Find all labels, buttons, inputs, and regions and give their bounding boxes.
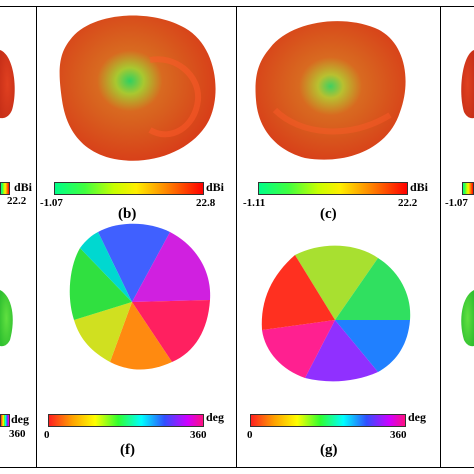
phase-max-a: 360 — [9, 428, 26, 440]
gain-unit-c: dBi — [410, 180, 429, 194]
phase-colorbar-f — [48, 414, 204, 427]
phase-colorbar-a — [0, 414, 10, 427]
gain-max-a: 22.2 — [7, 195, 27, 207]
gain-pattern-b — [59, 15, 216, 161]
phase-max-f: 360 — [190, 429, 207, 441]
phase-pattern-d — [461, 290, 474, 347]
subfig-label-f: (f) — [120, 442, 135, 458]
gain-min-d: -1.07 — [445, 197, 468, 209]
gain-colorbar-b — [54, 182, 204, 195]
phase-pattern-g — [261, 245, 411, 382]
gain-min-c: -1.11 — [243, 197, 266, 209]
phase-unit-g: deg — [408, 410, 426, 424]
gain-pattern-c — [255, 21, 406, 160]
gain-colorbar-d — [462, 182, 474, 195]
phase-max-g: 360 — [390, 429, 407, 441]
panel-divider-1 — [36, 6, 37, 468]
figure-outer-border — [0, 6, 474, 468]
phase-unit-a: deg — [11, 412, 29, 426]
phase-pattern-f — [69, 223, 211, 370]
subfig-label-g: (g) — [320, 442, 338, 458]
gain-pattern-a — [0, 50, 15, 119]
gain-pattern-d — [461, 50, 474, 119]
gain-colorbar-c — [258, 182, 408, 195]
gain-min-b: -1.07 — [40, 197, 63, 209]
phase-colorbar-g — [250, 414, 406, 427]
subfig-label-b: (b) — [118, 206, 137, 222]
gain-unit-b: dBi — [206, 180, 225, 194]
gain-max-c: 22.2 — [398, 197, 418, 209]
phase-pattern-a — [0, 290, 13, 347]
phase-min-f: 0 — [44, 429, 50, 441]
subfig-label-c: (c) — [320, 206, 337, 222]
phase-min-g: 0 — [247, 429, 253, 441]
gain-unit-a: dBi — [14, 180, 33, 194]
gain-max-b: 22.8 — [196, 197, 216, 209]
panel-divider-3 — [440, 6, 441, 468]
phase-unit-f: deg — [206, 410, 224, 424]
gain-colorbar-a — [0, 182, 10, 195]
panel-divider-2 — [236, 6, 237, 468]
